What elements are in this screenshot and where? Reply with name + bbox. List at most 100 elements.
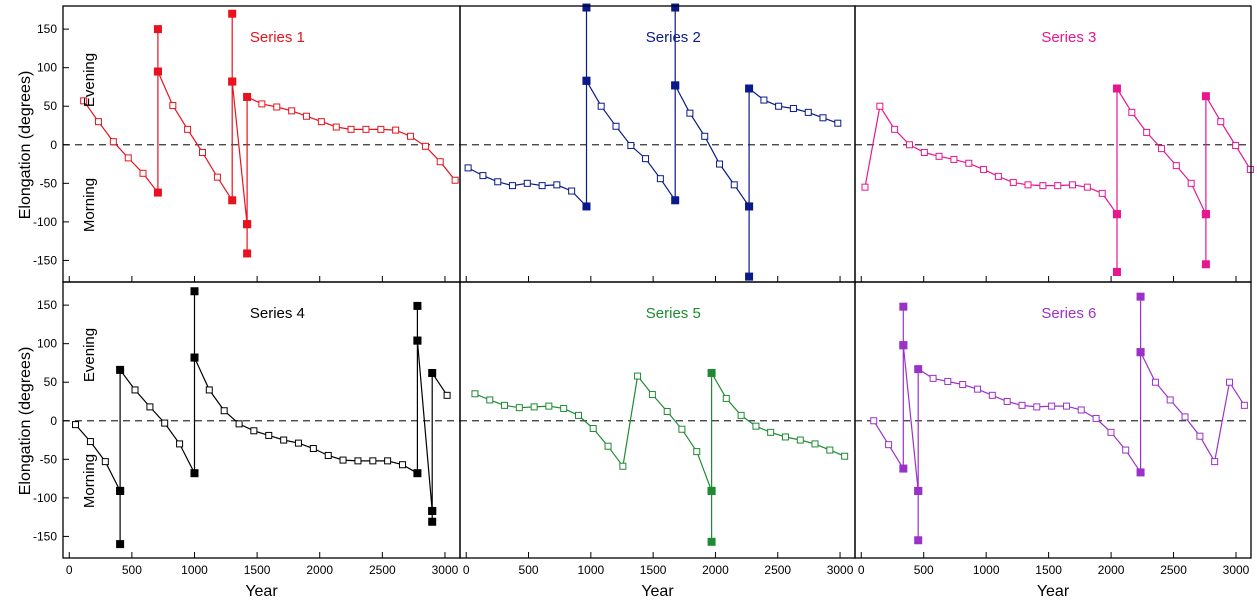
data-point-filled <box>190 287 199 296</box>
data-point-open <box>974 385 982 393</box>
data-point-open <box>302 112 310 120</box>
x-tick-label: 2500 <box>1160 563 1187 577</box>
y-axis-label-top: Elongation (degrees) <box>17 71 34 220</box>
data-point-filled <box>428 517 437 526</box>
data-point-filled <box>413 301 422 310</box>
data-point-open <box>760 96 768 104</box>
data-point-open <box>1232 142 1240 150</box>
data-point-open <box>722 394 730 402</box>
data-point-open <box>701 132 709 140</box>
data-point-open <box>891 125 899 133</box>
data-point-open <box>523 179 531 187</box>
x-tick-label: 0 <box>66 563 73 577</box>
data-point-open <box>220 407 228 415</box>
series-title: Series 1 <box>250 29 305 46</box>
data-point-filled <box>899 341 908 350</box>
x-tick-label: 1500 <box>244 563 271 577</box>
data-point-filled <box>914 486 923 495</box>
x-tick-label: 500 <box>914 563 934 577</box>
data-point-open <box>597 102 605 110</box>
series-title: Series 6 <box>1041 305 1096 322</box>
data-point-filled <box>243 249 252 258</box>
data-point-open <box>965 159 973 167</box>
data-point-open <box>347 125 355 133</box>
data-point-open <box>479 172 487 180</box>
data-point-open <box>767 428 775 436</box>
series-title: Series 4 <box>250 305 305 322</box>
x-tick-label: 2000 <box>702 563 729 577</box>
data-point-open <box>288 107 296 115</box>
data-point-open <box>642 155 650 163</box>
evening-label-bottom: Evening <box>81 328 98 382</box>
series-title: Series 3 <box>1041 29 1096 46</box>
data-point-filled <box>1201 260 1210 269</box>
data-point-filled <box>914 536 923 545</box>
x-axis-label: Year <box>641 583 674 600</box>
x-tick-label: 3000 <box>1223 563 1250 577</box>
data-point-filled <box>1112 84 1121 93</box>
data-point-open <box>86 438 94 446</box>
data-point-filled <box>899 464 908 473</box>
x-tick-label: 1500 <box>1035 563 1062 577</box>
data-point-open <box>384 457 392 465</box>
data-point-open <box>515 404 523 412</box>
data-point-open <box>1098 189 1106 197</box>
data-point-open <box>1196 432 1204 440</box>
y-tick-label: -100 <box>33 215 57 229</box>
x-tick-label: 2000 <box>1098 563 1125 577</box>
x-axis-label: Year <box>1037 583 1070 600</box>
data-point-open <box>1181 413 1189 421</box>
data-point-filled <box>428 506 437 515</box>
series-title: Series 2 <box>646 29 701 46</box>
data-point-open <box>94 118 102 126</box>
data-point-open <box>176 440 184 448</box>
x-tick-label: 0 <box>858 563 865 577</box>
data-point-open <box>980 165 988 173</box>
y-tick-label: 50 <box>44 99 58 113</box>
data-point-open <box>273 103 281 111</box>
morning-label-top: Morning <box>81 178 98 232</box>
data-point-open <box>545 402 553 410</box>
x-tick-label: 1000 <box>181 563 208 577</box>
y-axis-label-bottom: Elongation (degrees) <box>17 347 34 496</box>
evening-label-top: Evening <box>81 53 98 107</box>
data-point-open <box>1107 428 1115 436</box>
data-point-open <box>332 123 340 131</box>
data-point-open <box>1009 179 1017 187</box>
data-point-open <box>72 421 80 429</box>
data-point-filled <box>745 202 754 211</box>
y-tick-label: -50 <box>40 452 58 466</box>
y-tick-label: 100 <box>37 61 57 75</box>
data-point-open <box>935 152 943 160</box>
data-point-open <box>796 436 804 444</box>
data-point-open <box>146 403 154 411</box>
data-point-open <box>1166 396 1174 404</box>
data-point-open <box>920 148 928 156</box>
data-point-open <box>354 457 362 465</box>
data-point-open <box>627 142 635 150</box>
data-point-filled <box>1112 267 1121 276</box>
data-point-open <box>678 425 686 433</box>
data-point-open <box>436 158 444 166</box>
data-point-open <box>1024 181 1032 189</box>
data-point-open <box>1018 401 1026 409</box>
data-point-open <box>139 169 147 177</box>
data-point-open <box>131 386 139 394</box>
data-point-filled <box>745 84 754 93</box>
data-point-open <box>235 420 243 428</box>
data-point-open <box>876 102 884 110</box>
data-point-filled <box>671 81 680 90</box>
data-point-open <box>213 173 221 181</box>
data-point-filled <box>1136 348 1145 357</box>
data-point-open <box>494 178 502 186</box>
data-point-open <box>464 164 472 172</box>
data-point-open <box>929 374 937 382</box>
data-point-filled <box>707 537 716 546</box>
data-point-open <box>737 411 745 419</box>
data-point-open <box>861 183 869 191</box>
data-point-open <box>789 105 797 113</box>
data-point-open <box>663 408 671 416</box>
data-point-open <box>988 391 996 399</box>
x-tick-label: 500 <box>519 563 539 577</box>
x-tick-label: 1000 <box>577 563 604 577</box>
